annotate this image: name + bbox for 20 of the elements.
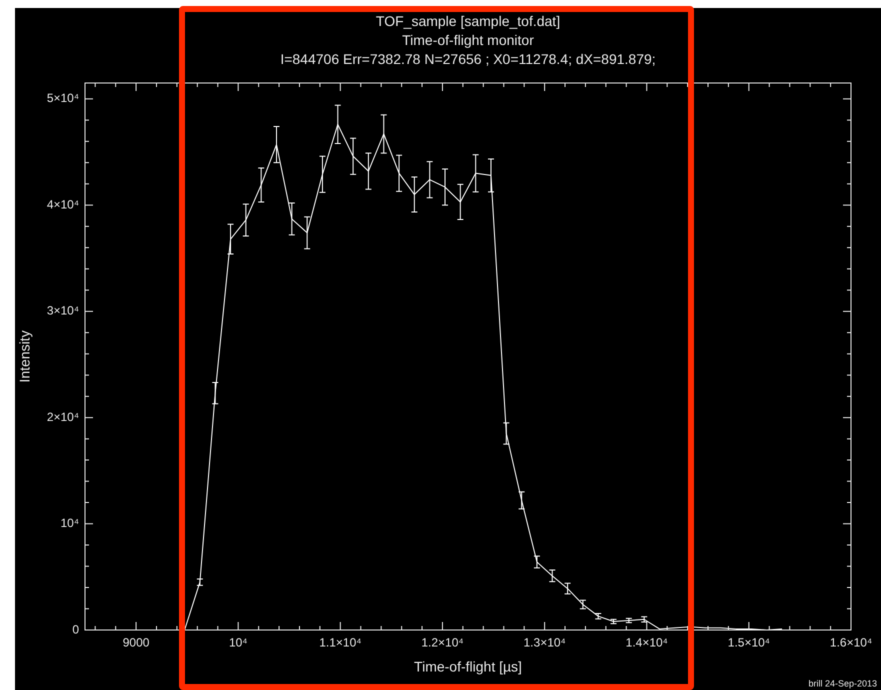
chart-title: TOF_sample [sample_tof.dat]: [376, 12, 560, 29]
y-tick-label: 3×10⁴: [46, 304, 79, 318]
text: I=844706 Err=7382.78 N=27656 ; X0=11278.4; dX=891.879;: [280, 50, 656, 67]
y-tick-label: 0: [72, 622, 80, 636]
x-tick-label: 9000: [122, 636, 150, 650]
text: brill 24-Sep-2013: [808, 678, 877, 688]
y-tick-label: 2×10⁴: [46, 410, 79, 424]
x-tick-label: 1.4×10⁴: [626, 636, 668, 650]
y-tick-label: 4×10⁴: [46, 197, 79, 212]
y-tick-label: 5×10⁴: [46, 91, 79, 106]
x-tick-label: 1.5×10⁴: [728, 636, 770, 650]
x-tick-label: 1.3×10⁴: [524, 636, 566, 650]
x-axis-title: Time-of-flight [µs]: [414, 658, 522, 674]
x-tick-label: 1.2×10⁴: [421, 636, 464, 650]
x-tick-label: 1.1×10⁴: [319, 636, 362, 650]
chart-subtitle: Time-of-flight monitor: [402, 32, 534, 48]
y-axis-title: Intensity: [16, 330, 32, 383]
x-tick-label: 1.6×10⁴: [830, 636, 872, 650]
y-tick-label: 10⁴: [60, 516, 79, 530]
x-tick-label: 10⁴: [228, 636, 248, 650]
